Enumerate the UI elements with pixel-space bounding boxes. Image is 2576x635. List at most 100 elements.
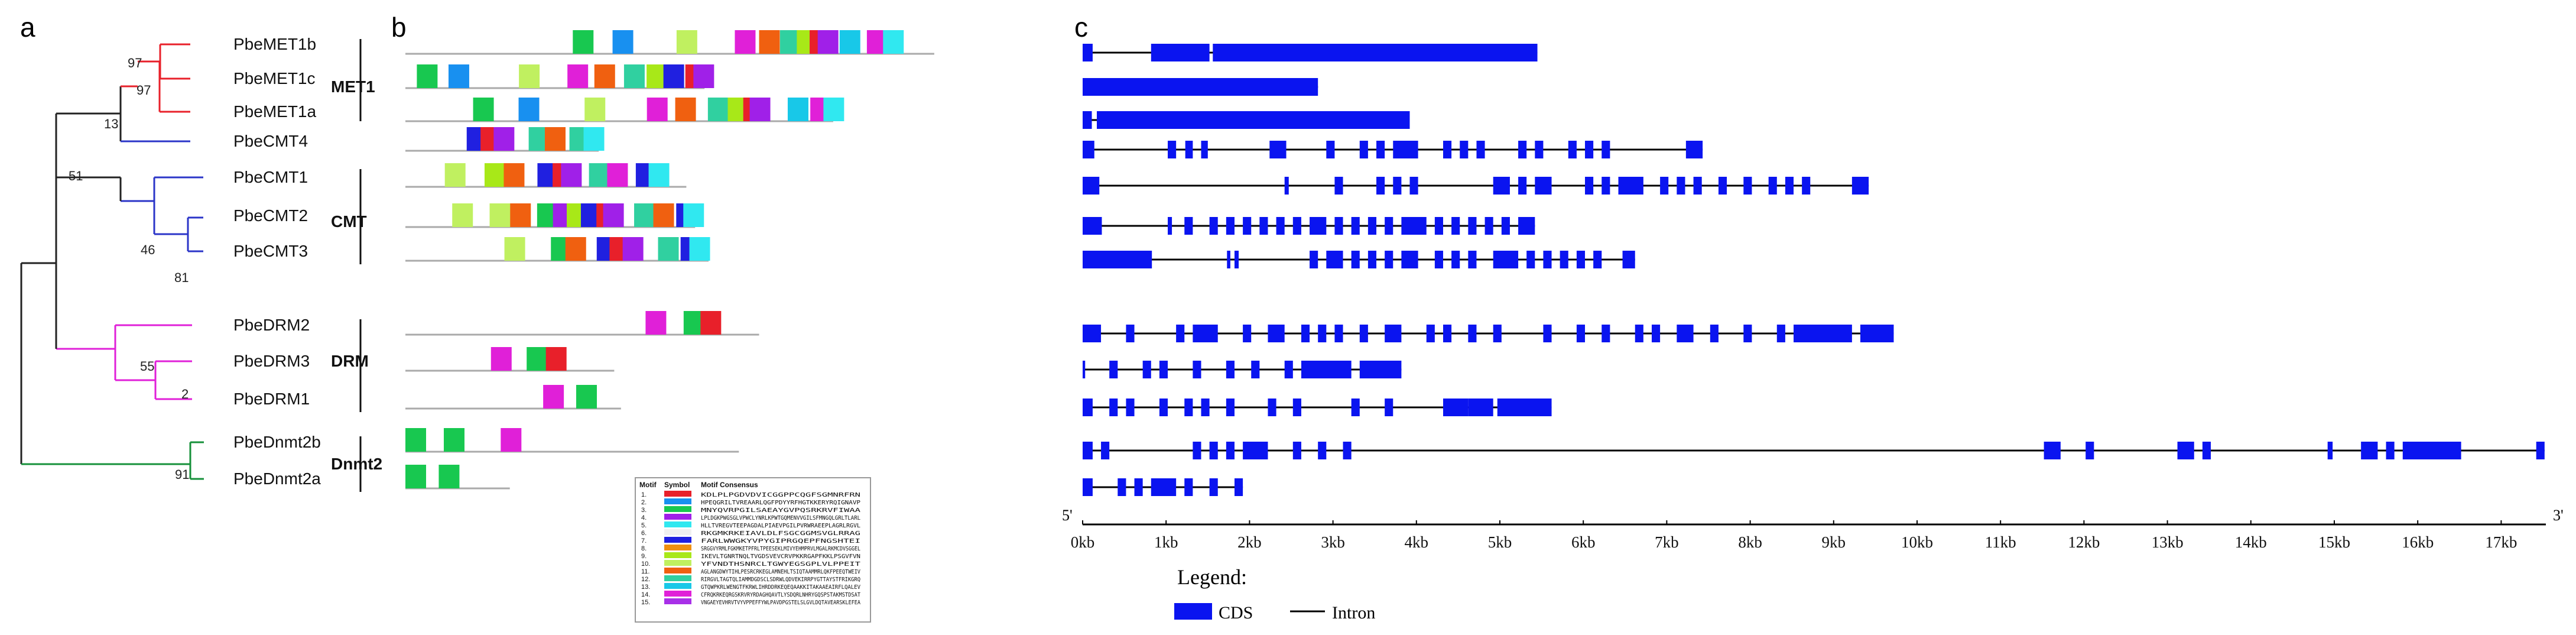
kb-ticks: 0kb 1kb 2kb 3kb 4kb 5kb 6kb 7kb 8kb 9kb 10kb 11kb 12… [1071, 520, 2517, 551]
motif-box [693, 64, 714, 88]
cds-exon [1618, 177, 1643, 195]
gene-label: PbeCMT3 [233, 242, 308, 260]
cds-exon [1351, 399, 1360, 416]
motif-legend-consensus: HLLTVREGVTEEPAGDALPIAEVPGILPVRWRAEEPLAGR… [701, 523, 860, 529]
panel-letter-b: b [391, 12, 407, 43]
motif-box [501, 428, 522, 452]
cds-exon [1284, 177, 1289, 195]
gene-label: PbeMET1c [233, 69, 316, 88]
motif-legend-number: 12. [641, 576, 650, 583]
motif-box [663, 64, 684, 88]
motif-legend-number: 11. [641, 568, 649, 575]
gene-label: PbeDnmt2b [233, 433, 321, 451]
motif-box [839, 30, 860, 54]
bootstrap-value: 81 [174, 270, 189, 285]
motif-legend-consensus: RIRGVLTAGTQLIAMMDGDSCLSDRWLQDVEKIRRPYGTT… [701, 576, 860, 583]
cds-exon [1443, 141, 1452, 158]
cds-exon [1385, 251, 1393, 268]
cds-exon [1243, 217, 1252, 235]
cds-exon [1213, 44, 1538, 61]
axis-tick-label: 9kb [1822, 533, 1846, 551]
gene-structures [1083, 44, 2545, 496]
cds-exon [1234, 478, 1243, 496]
motif-legend-number: 14. [641, 591, 650, 598]
motif-box [503, 163, 525, 187]
cds-exon [1535, 177, 1552, 195]
cds-exon [1493, 251, 1519, 268]
motif-box [444, 163, 466, 187]
cds-exon [1401, 251, 1418, 268]
motif-legend-consensus: FARLWWGKYVPYGIPRGQEPFNGSHTEI [701, 538, 860, 545]
cds-exon [1693, 177, 1702, 195]
cds-exon [2361, 442, 2378, 459]
motif-legend-number: 15. [641, 599, 650, 606]
cds-exon [1376, 177, 1385, 195]
cds-exon [1585, 141, 1594, 158]
cds-exon [1083, 78, 1318, 96]
motif-box [452, 203, 473, 227]
cds-exon [1083, 111, 1092, 129]
cds-exon [1126, 325, 1135, 342]
cds-exon [1434, 217, 1443, 235]
cds-exon [1201, 399, 1210, 416]
cds-exon [1518, 141, 1527, 158]
cds-exon [1276, 217, 1285, 235]
axis-tick-label: 3kb [1321, 533, 1345, 551]
axis-tick-label: 1kb [1154, 533, 1178, 551]
cds-exon [1334, 217, 1343, 235]
cds-exon [1151, 478, 1177, 496]
cds-exon [1318, 442, 1327, 459]
motif-legend-swatch [664, 575, 691, 581]
cds-exon [1083, 217, 1102, 235]
axis-tick-label: 8kb [1738, 533, 1762, 551]
motif-legend-consensus: IKEVLTGNRTNQLTVGDSVEVCRVPKKRGAPFKKLPSGVF… [701, 553, 860, 560]
axis-tick-label: 7kb [1655, 533, 1679, 551]
cds-exon [2044, 442, 2061, 459]
cds-exon [2536, 442, 2545, 459]
cds-exon [1083, 141, 1094, 158]
cds-exon [1602, 325, 1610, 342]
motif-legend-swatch [664, 491, 691, 497]
cds-exon [1794, 325, 1852, 342]
cds-exon [1269, 141, 1287, 158]
motif-legend-number: 13. [641, 584, 650, 591]
bootstrap-value: 13 [104, 116, 118, 131]
branch-drm-clade [56, 324, 192, 400]
cds-exon [1227, 251, 1230, 268]
cds-exon [1602, 177, 1610, 195]
cds-exon [1451, 251, 1460, 268]
cds-exon [1176, 325, 1185, 342]
motif-legend-number: 1. [641, 491, 647, 498]
motif-legend-swatch [664, 521, 691, 527]
motif-box [493, 127, 515, 151]
motif-box [438, 465, 460, 488]
cds-exon [1326, 141, 1335, 158]
motif-legend-consensus: MNYQVRPGILSAEAYGVPQSRKRVFIWAA [701, 507, 860, 514]
axis-tick-label: 6kb [1571, 533, 1596, 551]
cds-exon [1622, 251, 1635, 268]
cds-exon [2327, 442, 2333, 459]
cds-exon [1860, 325, 1894, 342]
motif-box [565, 237, 586, 261]
cds-exon [1268, 325, 1285, 342]
cds-exon [1243, 325, 1252, 342]
motif-legend-swatch [664, 529, 691, 535]
cds-exon [1526, 251, 1535, 268]
motif-legend-number: 9. [641, 553, 647, 560]
motif-legend-header: Motif Symbol Motif Consensus [639, 481, 758, 489]
motif-box [443, 428, 464, 452]
cds-exon [1359, 361, 1402, 378]
bootstrap-value: 46 [141, 242, 155, 257]
cds-exon [1193, 361, 1201, 378]
group-label-met1: MET1 [331, 77, 375, 96]
cds-exon [1301, 361, 1352, 378]
motif-box [510, 203, 531, 227]
motif-box [787, 98, 808, 121]
cds-exon [1393, 141, 1418, 158]
cds-exon [1743, 325, 1752, 342]
motif-legend-box: Motif Symbol Motif Consensus 1. KDLPLPGDV… [635, 477, 871, 623]
motif-box [735, 30, 756, 54]
cds-exon [2386, 442, 2395, 459]
motif-legend-swatch [664, 568, 691, 574]
cds-exon [1585, 177, 1594, 195]
